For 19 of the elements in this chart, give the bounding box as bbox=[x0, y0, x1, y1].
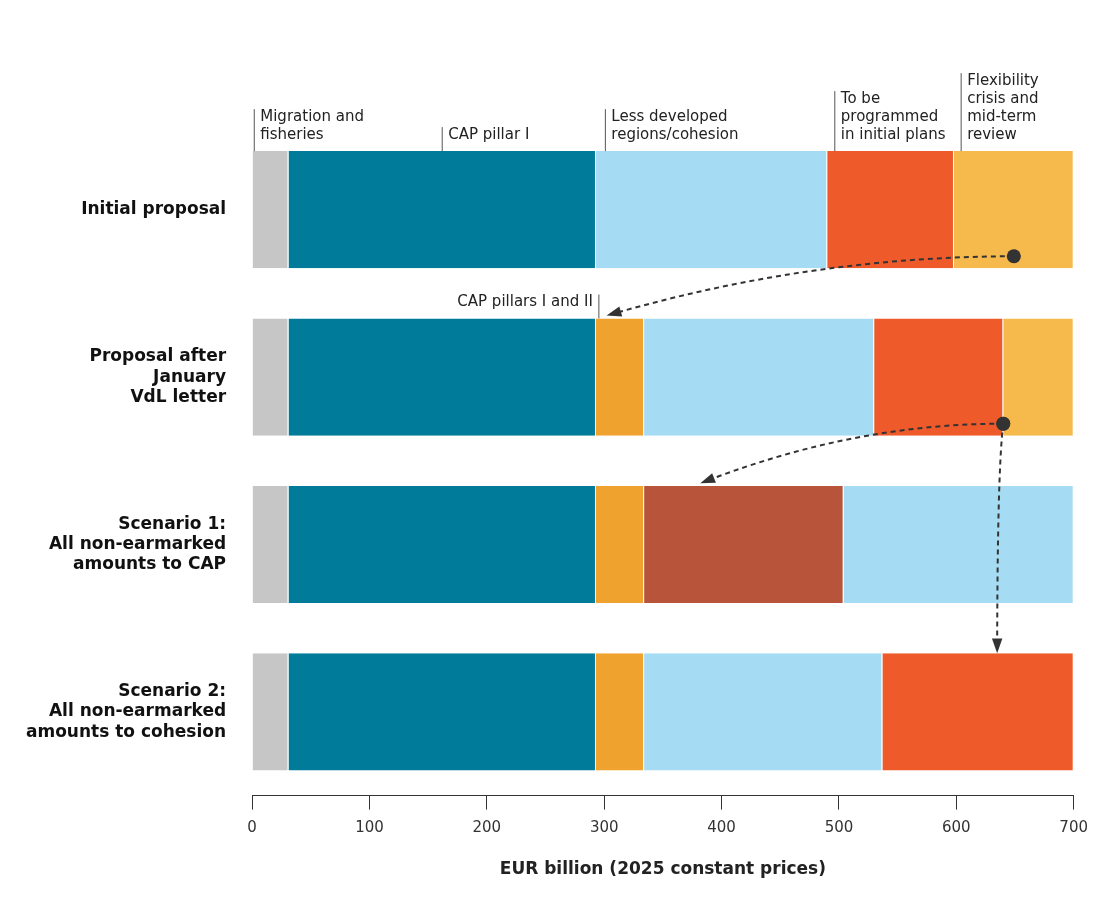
series-label: To be programmed in initial plans bbox=[839, 88, 946, 143]
y-tick-label: Scenario 2: All non-earmarked amounts to cohesion bbox=[26, 679, 227, 741]
x-axis-title: EUR billion (2025 constant prices) bbox=[499, 858, 826, 879]
y-tick-label: Initial proposal bbox=[81, 198, 227, 219]
x-tick-label: 0 bbox=[247, 818, 257, 837]
y-tick-label: Proposal after January VdL letter bbox=[89, 345, 227, 406]
series-label: Flexibility crisis and mid-term review bbox=[967, 70, 1039, 143]
series-label: CAP pillar I bbox=[448, 124, 530, 143]
x-tick-label: 500 bbox=[824, 818, 854, 837]
x-tick-label: 300 bbox=[589, 818, 619, 837]
x-tick-label: 600 bbox=[941, 818, 971, 837]
series-label: CAP pillars I and II bbox=[457, 291, 593, 310]
series-label: Less developed regions/cohesion bbox=[611, 106, 739, 143]
series-label: Migration and fisheries bbox=[260, 106, 364, 143]
x-tick-label: 200 bbox=[472, 818, 502, 837]
y-tick-label: Scenario 1: All non-earmarked amounts to CAP bbox=[48, 512, 227, 574]
x-tick-label: 700 bbox=[1059, 818, 1089, 837]
x-tick-label: 400 bbox=[707, 818, 736, 837]
x-tick-label: 100 bbox=[355, 818, 384, 837]
